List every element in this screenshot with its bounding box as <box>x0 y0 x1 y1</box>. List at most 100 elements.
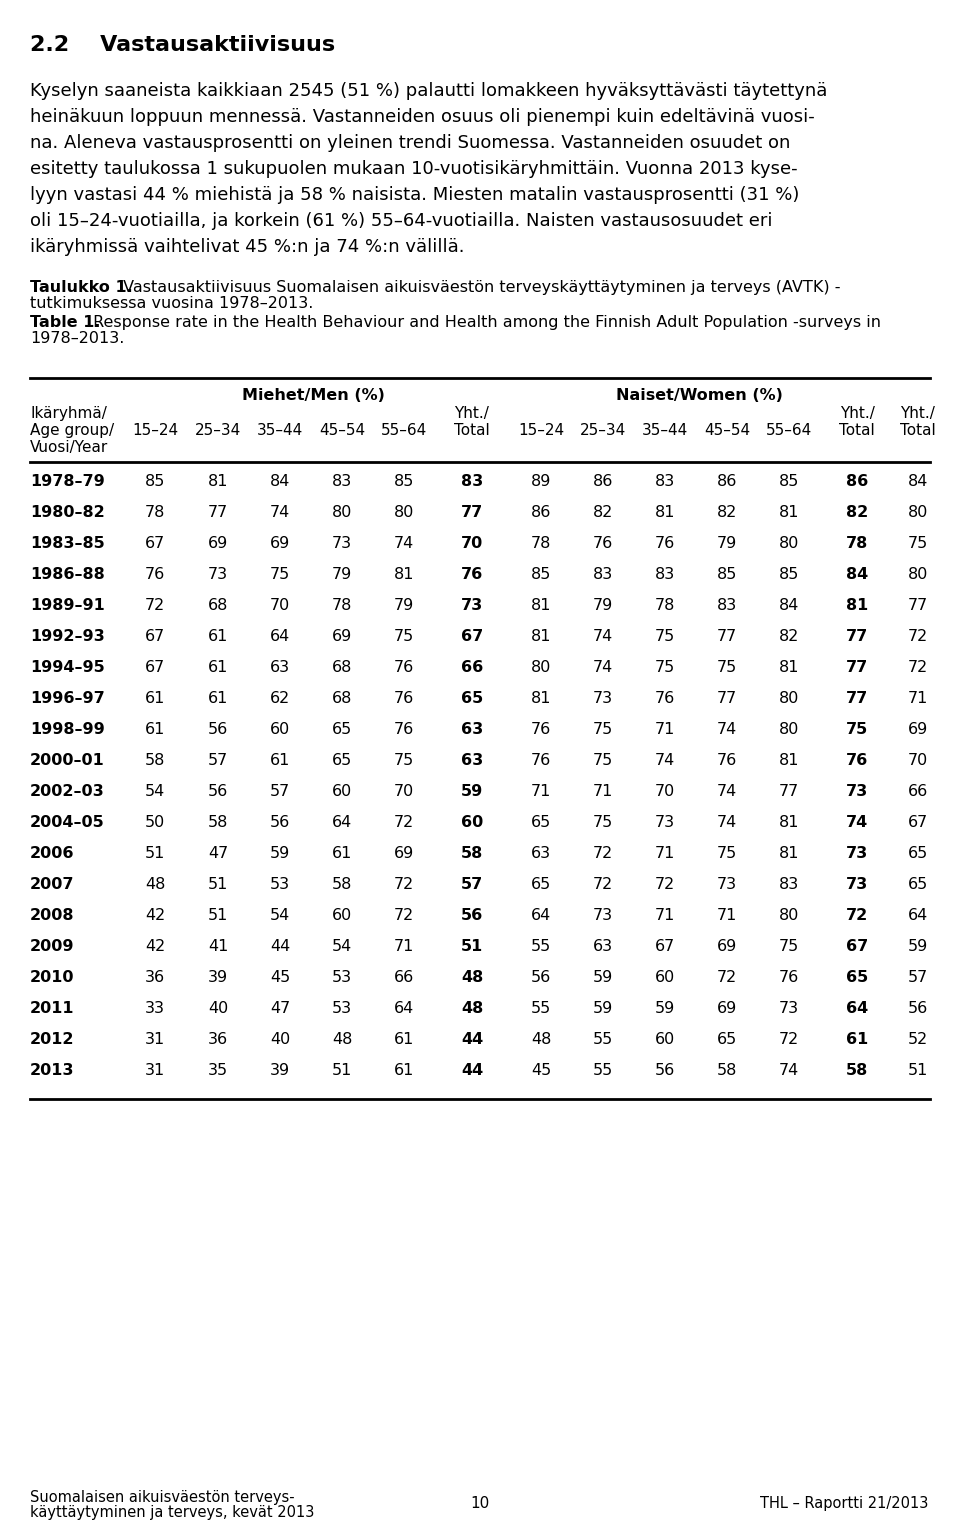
Text: 1998–99: 1998–99 <box>30 723 105 736</box>
Text: 64: 64 <box>908 908 928 923</box>
Text: Table 1.: Table 1. <box>30 315 101 330</box>
Text: 54: 54 <box>145 784 165 799</box>
Text: 72: 72 <box>908 660 928 675</box>
Text: 1978–2013.: 1978–2013. <box>30 332 125 345</box>
Text: 69: 69 <box>208 536 228 552</box>
Text: 42: 42 <box>145 940 165 953</box>
Text: 60: 60 <box>461 814 483 830</box>
Text: 66: 66 <box>461 660 483 675</box>
Text: 58: 58 <box>717 1063 737 1077</box>
Text: 73: 73 <box>655 814 675 830</box>
Text: 69: 69 <box>270 536 290 552</box>
Text: 73: 73 <box>779 1001 799 1016</box>
Text: 57: 57 <box>208 753 228 769</box>
Text: 68: 68 <box>332 660 352 675</box>
Text: 55: 55 <box>593 1063 613 1077</box>
Text: 81: 81 <box>394 567 415 582</box>
Text: 84: 84 <box>908 474 928 489</box>
Text: 33: 33 <box>145 1001 165 1016</box>
Text: 78: 78 <box>531 536 551 552</box>
Text: na. Aleneva vastausprosentti on yleinen trendi Suomessa. Vastanneiden osuudet on: na. Aleneva vastausprosentti on yleinen … <box>30 134 790 151</box>
Text: Vastausaktiivisuus Suomalaisen aikuisväestön terveyskäyttäytyminen ja terveys (A: Vastausaktiivisuus Suomalaisen aikuisväe… <box>118 280 841 295</box>
Text: 75: 75 <box>717 660 737 675</box>
Text: 81: 81 <box>779 504 800 520</box>
Text: 84: 84 <box>779 597 799 613</box>
Text: 74: 74 <box>270 504 290 520</box>
Text: 83: 83 <box>593 567 613 582</box>
Text: 58: 58 <box>846 1063 868 1077</box>
Text: 61: 61 <box>270 753 290 769</box>
Text: 57: 57 <box>461 877 483 892</box>
Text: 65: 65 <box>531 814 551 830</box>
Text: 15–24: 15–24 <box>518 423 564 439</box>
Text: 78: 78 <box>655 597 675 613</box>
Text: Yht./: Yht./ <box>455 406 490 422</box>
Text: 73: 73 <box>846 877 868 892</box>
Text: 69: 69 <box>717 940 737 953</box>
Text: 85: 85 <box>779 474 799 489</box>
Text: 81: 81 <box>531 597 551 613</box>
Text: 72: 72 <box>394 877 414 892</box>
Text: 48: 48 <box>461 1001 483 1016</box>
Text: 70: 70 <box>270 597 290 613</box>
Text: 51: 51 <box>332 1063 352 1077</box>
Text: 75: 75 <box>717 847 737 860</box>
Text: 73: 73 <box>846 784 868 799</box>
Text: 83: 83 <box>655 474 675 489</box>
Text: 77: 77 <box>846 691 868 706</box>
Text: 76: 76 <box>846 753 868 769</box>
Text: 77: 77 <box>717 691 737 706</box>
Text: 73: 73 <box>208 567 228 582</box>
Text: 80: 80 <box>332 504 352 520</box>
Text: 56: 56 <box>208 784 228 799</box>
Text: 73: 73 <box>593 691 613 706</box>
Text: 89: 89 <box>531 474 551 489</box>
Text: 86: 86 <box>531 504 551 520</box>
Text: 1994–95: 1994–95 <box>30 660 105 675</box>
Text: 82: 82 <box>593 504 613 520</box>
Text: 63: 63 <box>593 940 613 953</box>
Text: 81: 81 <box>846 597 868 613</box>
Text: 74: 74 <box>593 660 613 675</box>
Text: 48: 48 <box>461 970 483 986</box>
Text: 57: 57 <box>908 970 928 986</box>
Text: 59: 59 <box>461 784 483 799</box>
Text: 61: 61 <box>145 691 165 706</box>
Text: 65: 65 <box>531 877 551 892</box>
Text: 55–64: 55–64 <box>381 423 427 439</box>
Text: 45: 45 <box>270 970 290 986</box>
Text: 74: 74 <box>593 630 613 643</box>
Text: 77: 77 <box>208 504 228 520</box>
Text: 76: 76 <box>655 536 675 552</box>
Text: 83: 83 <box>655 567 675 582</box>
Text: esitetty taulukossa 1 sukupuolen mukaan 10-vuotisikäryhmittäin. Vuonna 2013 kyse: esitetty taulukossa 1 sukupuolen mukaan … <box>30 160 798 177</box>
Text: 55: 55 <box>531 940 551 953</box>
Text: 69: 69 <box>908 723 928 736</box>
Text: 69: 69 <box>394 847 414 860</box>
Text: 1978–79: 1978–79 <box>30 474 105 489</box>
Text: 74: 74 <box>717 784 737 799</box>
Text: 81: 81 <box>779 753 800 769</box>
Text: 59: 59 <box>655 1001 675 1016</box>
Text: 80: 80 <box>779 908 799 923</box>
Text: 69: 69 <box>717 1001 737 1016</box>
Text: 72: 72 <box>145 597 165 613</box>
Text: 77: 77 <box>908 597 928 613</box>
Text: 35–44: 35–44 <box>257 423 303 439</box>
Text: 74: 74 <box>655 753 675 769</box>
Text: 40: 40 <box>208 1001 228 1016</box>
Text: Yht./: Yht./ <box>840 406 875 422</box>
Text: 59: 59 <box>908 940 928 953</box>
Text: 54: 54 <box>332 940 352 953</box>
Text: 63: 63 <box>461 723 483 736</box>
Text: 44: 44 <box>270 940 290 953</box>
Text: 56: 56 <box>461 908 483 923</box>
Text: THL – Raportti 21/2013: THL – Raportti 21/2013 <box>759 1496 928 1511</box>
Text: 64: 64 <box>332 814 352 830</box>
Text: 2000–01: 2000–01 <box>30 753 105 769</box>
Text: 60: 60 <box>332 908 352 923</box>
Text: 79: 79 <box>593 597 613 613</box>
Text: 1989–91: 1989–91 <box>30 597 105 613</box>
Text: 51: 51 <box>145 847 165 860</box>
Text: 61: 61 <box>394 1063 414 1077</box>
